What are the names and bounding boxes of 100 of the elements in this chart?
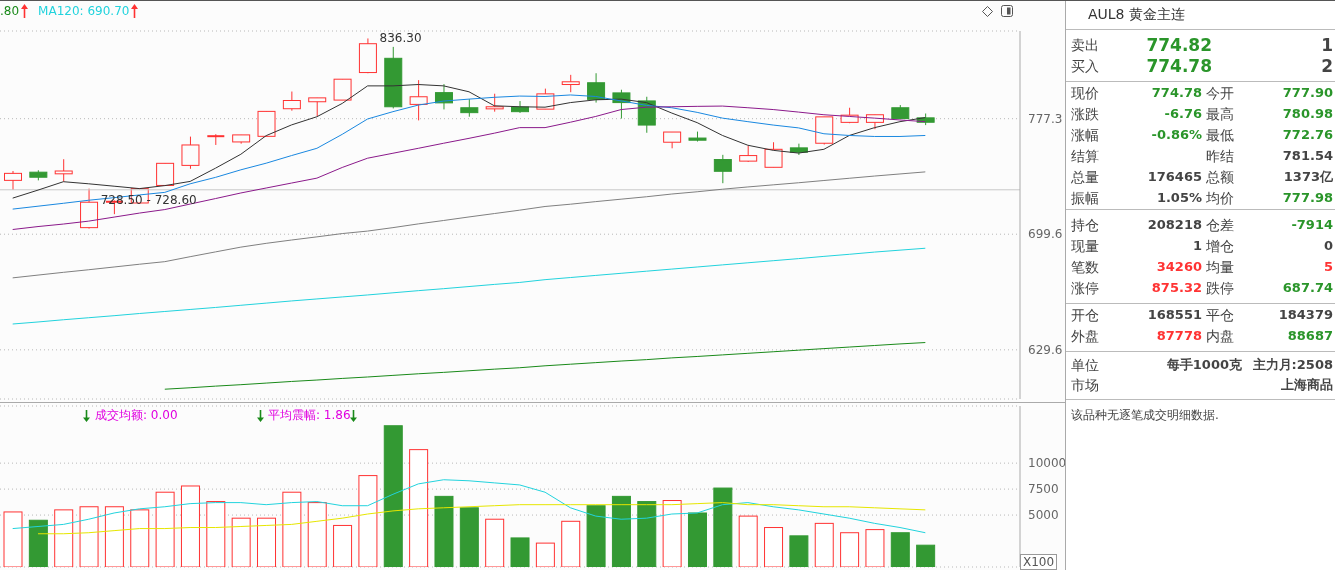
text: 外盘 — [1071, 327, 1099, 346]
text: 昨结 — [1206, 147, 1234, 166]
text: 2 — [1321, 56, 1333, 76]
candlestick — [181, 136, 200, 170]
bar — [333, 524, 353, 567]
annotation: 836.30 — [379, 31, 422, 46]
line-series — [164, 342, 926, 390]
text: 主力月:2508 — [1252, 356, 1333, 374]
text: 增仓 — [1206, 237, 1234, 256]
text: 总额 — [1206, 168, 1234, 187]
text: 1373亿 — [1283, 168, 1333, 186]
text: 780.98 — [1282, 105, 1333, 123]
text: 跌停 — [1206, 279, 1234, 298]
text: -6.76 — [1164, 105, 1202, 123]
text: 每手1000克 — [1166, 356, 1242, 374]
candlestick — [713, 154, 732, 184]
text: 34260 — [1156, 258, 1202, 276]
text: 168551 — [1147, 306, 1202, 324]
bar — [180, 485, 200, 567]
candlestick — [587, 72, 606, 104]
text: 最高 — [1206, 105, 1234, 124]
line-series — [37, 502, 926, 535]
line-series — [12, 479, 926, 534]
bar — [79, 506, 99, 567]
candlestick — [308, 97, 327, 117]
text: .80 — [0, 4, 20, 18]
bar — [561, 520, 581, 567]
text: 87778 — [1156, 327, 1202, 345]
line-series — [12, 247, 926, 325]
bar — [307, 502, 327, 567]
bar — [28, 519, 48, 567]
text: 1 — [1192, 237, 1202, 255]
candlestick — [333, 78, 352, 101]
text: 5 — [1323, 258, 1333, 276]
y-tick-label: 7500 — [1028, 482, 1059, 497]
text: 875.32 — [1151, 279, 1202, 297]
text: 涨停 — [1071, 279, 1099, 298]
y-tick-label: 5000 — [1028, 508, 1059, 523]
text: 持仓 — [1071, 216, 1099, 235]
bar — [104, 506, 124, 567]
bar — [206, 501, 226, 567]
bar — [764, 527, 784, 567]
bar — [257, 517, 277, 567]
text: 1.05% — [1156, 189, 1202, 207]
text: 774.82 — [1146, 35, 1212, 55]
bar — [840, 532, 860, 567]
bar — [231, 517, 251, 567]
text: 781.54 — [1282, 147, 1333, 165]
line-series — [12, 171, 926, 279]
text: 笔数 — [1071, 258, 1099, 277]
annotation: 平均震幅: 1.86 — [268, 408, 351, 422]
bar — [916, 544, 936, 567]
text: 777.98 — [1282, 189, 1333, 207]
text: 1 — [1321, 35, 1333, 55]
text: 772.76 — [1282, 126, 1333, 144]
text: 涨跌 — [1071, 105, 1099, 124]
text: 单位 — [1071, 356, 1099, 375]
bar — [865, 529, 885, 567]
text: 总量 — [1071, 168, 1099, 187]
text: 振幅 — [1071, 189, 1099, 208]
text: 均量 — [1206, 258, 1234, 277]
text: 均价 — [1206, 189, 1234, 208]
bar — [409, 449, 429, 567]
bar — [358, 475, 378, 567]
y-tick-label: 10000 — [1028, 456, 1067, 471]
bar — [814, 522, 834, 567]
text: 涨幅 — [1071, 126, 1099, 145]
candlestick — [409, 79, 428, 121]
bar — [713, 487, 733, 567]
bar — [3, 511, 23, 567]
bar — [485, 518, 505, 567]
text: 774.78 — [1146, 56, 1212, 76]
bar — [54, 509, 74, 567]
bar — [510, 537, 530, 567]
text: 现量 — [1071, 237, 1099, 256]
text: 208218 — [1147, 216, 1202, 234]
text: AUL8 黄金主连 — [1088, 6, 1185, 24]
bar — [459, 507, 479, 567]
text: 今开 — [1206, 84, 1234, 103]
text: 777.90 — [1282, 84, 1333, 102]
y-tick-label: 777.3 — [1028, 111, 1063, 126]
text: 最低 — [1206, 126, 1234, 145]
text: 184379 — [1278, 306, 1333, 324]
y-tick-label: 629.6 — [1028, 343, 1063, 358]
candlestick — [282, 91, 301, 112]
bar — [130, 509, 150, 567]
text: 买入 — [1071, 57, 1099, 76]
bar — [586, 505, 606, 567]
bar — [738, 515, 758, 567]
text: 卖出 — [1071, 36, 1099, 55]
text: 市场 — [1071, 376, 1099, 395]
bar — [282, 491, 302, 567]
text: MA120: 690.70 — [38, 4, 130, 18]
bar — [383, 425, 403, 567]
bar — [535, 542, 555, 567]
text: 结算 — [1071, 147, 1099, 166]
text: X100 — [1020, 554, 1058, 570]
bar — [662, 500, 682, 567]
annotation: 成交均额: 0.00 — [95, 408, 178, 422]
candlestick — [54, 158, 73, 183]
